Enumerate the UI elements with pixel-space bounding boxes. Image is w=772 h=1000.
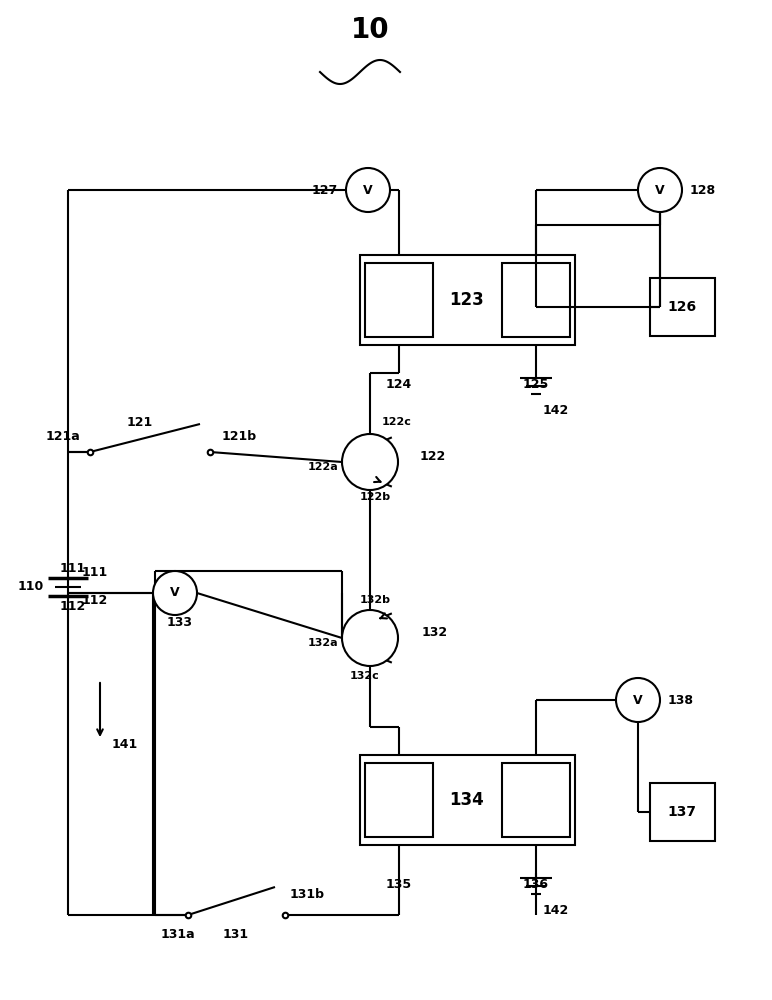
Text: 124: 124: [386, 378, 412, 391]
Text: 111: 111: [60, 562, 86, 574]
Circle shape: [342, 434, 398, 490]
Text: 126: 126: [668, 300, 696, 314]
Bar: [502, 263, 570, 337]
Text: 135: 135: [386, 879, 412, 892]
Text: 122b: 122b: [360, 492, 391, 502]
Text: 131a: 131a: [161, 928, 195, 942]
Text: 134: 134: [449, 791, 484, 809]
Text: 132b: 132b: [360, 595, 391, 605]
Text: 10: 10: [350, 16, 389, 44]
Text: 136: 136: [523, 879, 549, 892]
Bar: [360, 255, 575, 345]
Circle shape: [638, 168, 682, 212]
Text: 110: 110: [18, 580, 44, 593]
Text: 122: 122: [420, 450, 446, 464]
Text: V: V: [655, 184, 665, 196]
Text: 137: 137: [668, 805, 696, 819]
Text: 121: 121: [127, 416, 153, 428]
Text: 132: 132: [422, 626, 448, 640]
Text: 128: 128: [690, 184, 716, 196]
Text: 122a: 122a: [307, 462, 338, 472]
Text: V: V: [170, 586, 180, 599]
Text: 132a: 132a: [307, 638, 338, 648]
Text: 131b: 131b: [290, 888, 325, 902]
Circle shape: [616, 678, 660, 722]
Text: 132c: 132c: [350, 671, 380, 681]
Text: 123: 123: [449, 291, 484, 309]
Text: 111: 111: [82, 566, 108, 580]
Bar: [365, 263, 433, 337]
Text: 121a: 121a: [46, 430, 80, 442]
Bar: [650, 783, 715, 841]
Bar: [650, 278, 715, 336]
Text: V: V: [363, 184, 373, 196]
Circle shape: [346, 168, 390, 212]
Text: 112: 112: [60, 599, 86, 612]
Text: 127: 127: [312, 184, 338, 196]
Text: 125: 125: [523, 378, 549, 391]
Text: 112: 112: [82, 594, 108, 607]
Text: 131: 131: [223, 928, 249, 942]
Text: 138: 138: [668, 694, 694, 706]
Bar: [360, 755, 575, 845]
Bar: [365, 763, 433, 837]
Text: 122c: 122c: [382, 417, 412, 427]
Text: 142: 142: [543, 904, 569, 918]
Text: V: V: [633, 694, 643, 706]
Text: 121b: 121b: [222, 430, 257, 442]
Bar: [502, 763, 570, 837]
Circle shape: [153, 571, 197, 615]
Text: 141: 141: [112, 738, 138, 752]
Text: 133: 133: [167, 616, 193, 630]
Text: 142: 142: [543, 404, 569, 418]
Circle shape: [342, 610, 398, 666]
